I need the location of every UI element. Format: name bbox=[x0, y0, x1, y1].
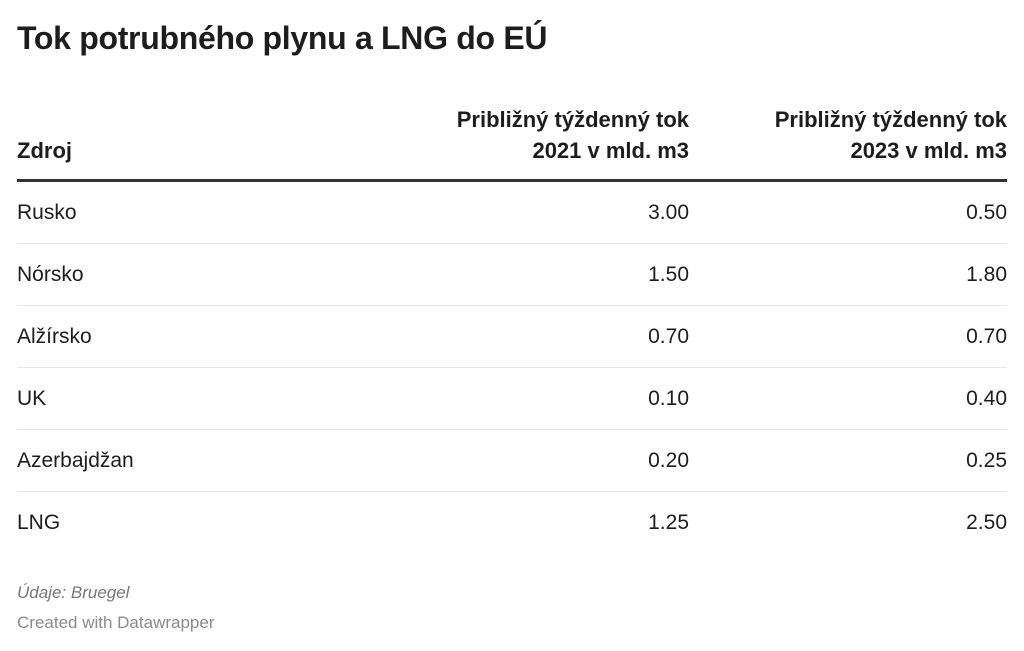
cell-flow-2023: 0.25 bbox=[689, 429, 1007, 492]
cell-flow-2023: 1.80 bbox=[689, 243, 1007, 306]
table-row: LNG 1.25 2.50 bbox=[17, 492, 1007, 554]
header-source-label: Zdroj bbox=[17, 138, 72, 163]
table-header: Zdroj Približný týždenný tok 2021 v mld.… bbox=[17, 100, 1007, 182]
header-flow-2021-line2: 2021 v mld. m3 bbox=[532, 138, 689, 163]
cell-flow-2021: 1.50 bbox=[417, 243, 689, 306]
header-flow-2023-line1: Približný týždenný tok bbox=[774, 107, 1007, 132]
table-row: Rusko 3.00 0.50 bbox=[17, 180, 1007, 244]
header-source[interactable]: Zdroj bbox=[17, 100, 417, 182]
table-row: Nórsko 1.50 1.80 bbox=[17, 243, 1007, 306]
cell-flow-2021: 0.70 bbox=[417, 305, 689, 368]
header-flow-2023[interactable]: Približný týždenný tok 2023 v mld. m3 bbox=[689, 100, 1007, 182]
cell-flow-2023: 0.40 bbox=[689, 367, 1007, 430]
table-row: Alžírsko 0.70 0.70 bbox=[17, 305, 1007, 368]
cell-flow-2021: 0.10 bbox=[417, 367, 689, 430]
cell-flow-2023: 0.50 bbox=[689, 180, 1007, 244]
cell-flow-2023: 2.50 bbox=[966, 510, 1007, 534]
cell-flow-2021: 3.00 bbox=[417, 180, 689, 244]
chart-title: Tok potrubného plynu a LNG do EÚ bbox=[17, 20, 548, 56]
cell-flow-2021: 0.20 bbox=[417, 429, 689, 492]
cell-flow-2023: 0.70 bbox=[689, 305, 1007, 368]
header-flow-2021-line1: Približný týždenný tok bbox=[456, 107, 689, 132]
cell-source: Rusko bbox=[17, 180, 417, 244]
cell-source: Alžírsko bbox=[17, 305, 417, 368]
source-note: Údaje: Bruegel bbox=[17, 583, 130, 602]
cell-source: Azerbajdžan bbox=[17, 429, 417, 492]
table-row: UK 0.10 0.40 bbox=[17, 367, 1007, 430]
header-flow-2021[interactable]: Približný týždenný tok 2021 v mld. m3 bbox=[417, 100, 689, 182]
data-table: Zdroj Približný týždenný tok 2021 v mld.… bbox=[17, 100, 1007, 553]
header-row: Zdroj Približný týždenný tok 2021 v mld.… bbox=[17, 100, 1007, 182]
cell-source: LNG bbox=[17, 510, 61, 534]
table-row: Azerbajdžan 0.20 0.25 bbox=[17, 429, 1007, 492]
cell-source: Nórsko bbox=[17, 243, 417, 306]
table-body: Rusko 3.00 0.50 Nórsko 1.50 1.80 Alžírsko 0.70 0… bbox=[17, 180, 1007, 554]
cell-source: UK bbox=[17, 367, 417, 430]
cell-flow-2021: 1.25 bbox=[648, 510, 689, 534]
datawrapper-credit-link[interactable]: Created with Datawrapper bbox=[17, 613, 215, 632]
header-flow-2023-line2: 2023 v mld. m3 bbox=[850, 138, 1007, 163]
